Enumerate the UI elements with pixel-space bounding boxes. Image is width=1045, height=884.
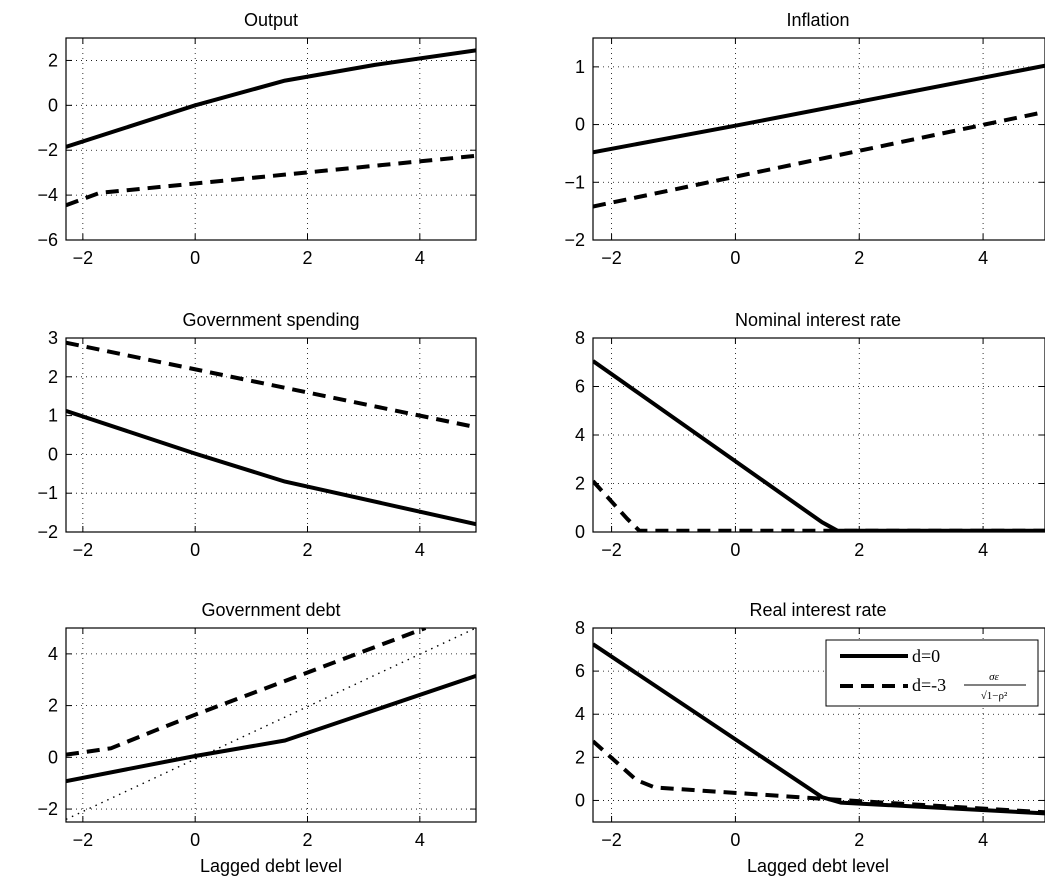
series-dashed-line	[66, 153, 476, 208]
series-solid-line	[66, 409, 476, 527]
series-group	[593, 642, 1045, 816]
x-tick-label: 2	[854, 248, 864, 268]
subplot-title: Inflation	[786, 10, 849, 30]
x-tick-label: 0	[190, 830, 200, 850]
x-tick-label: 2	[302, 248, 312, 268]
y-tick-label: 1	[48, 406, 58, 426]
y-tick-label: −4	[37, 185, 58, 205]
y-tick-label: 0	[575, 790, 585, 810]
series-dotted-line	[66, 628, 476, 821]
x-tick-label: 0	[730, 540, 740, 560]
x-tick-label: 4	[978, 830, 988, 850]
y-tick-label: 6	[575, 661, 585, 681]
subplot-title: Government spending	[182, 310, 359, 330]
subplot-title: Real interest rate	[749, 600, 886, 620]
y-tick-label: 0	[48, 747, 58, 767]
y-tick-label: 0	[575, 115, 585, 135]
x-tick-label: −2	[601, 248, 622, 268]
series-solid-line	[66, 674, 476, 784]
axes-box	[65, 337, 477, 533]
series-solid-line	[66, 48, 476, 149]
y-tick-label: 8	[575, 618, 585, 638]
y-tick-label: 4	[575, 704, 585, 724]
axes-box	[65, 37, 477, 241]
y-tick-label: 0	[575, 522, 585, 542]
x-tick-label: −2	[73, 830, 94, 850]
subplot-3: −2 0 2 4 −2 −1 0 1 2 3 Government spending	[37, 310, 477, 560]
y-tick-label: −2	[37, 522, 58, 542]
legend-solid-label: d=0	[912, 646, 940, 666]
subplot-title: Government debt	[201, 600, 340, 620]
x-tick-label: 2	[854, 830, 864, 850]
y-tick-label: 0	[48, 95, 58, 115]
y-tick-label: 6	[575, 377, 585, 397]
y-tick-label: 3	[48, 328, 58, 348]
series-dashed-line	[593, 479, 1045, 532]
y-tick-label: 2	[575, 747, 585, 767]
series-dashed-line	[66, 628, 427, 757]
series-group	[593, 63, 1045, 209]
subplot-1: −2 0 2 4 −6 −4 −2 0 2 Output	[37, 10, 477, 268]
y-tick-label: −1	[564, 172, 585, 192]
series-dashed-line	[66, 340, 476, 430]
y-tick-label: 8	[575, 328, 585, 348]
y-tick-label: 2	[48, 50, 58, 70]
axes-box	[592, 627, 1045, 823]
series-group	[66, 340, 476, 527]
x-axis-label: Lagged debt level	[200, 856, 342, 876]
x-tick-label: 2	[854, 540, 864, 560]
x-tick-label: 0	[190, 540, 200, 560]
x-tick-label: 2	[302, 830, 312, 850]
series-group	[66, 628, 476, 821]
axes-box	[592, 37, 1045, 241]
series-group	[66, 48, 476, 208]
y-tick-label: 2	[48, 367, 58, 387]
axes-box	[65, 627, 477, 823]
x-tick-label: −2	[601, 830, 622, 850]
y-tick-label: 2	[48, 696, 58, 716]
x-tick-label: −2	[73, 540, 94, 560]
series-dashed-line	[593, 109, 1045, 209]
series-dashed-line	[593, 739, 1045, 815]
y-tick-label: 4	[48, 644, 58, 664]
series-group	[593, 359, 1045, 532]
y-tick-label: −2	[37, 799, 58, 819]
x-tick-label: 4	[415, 540, 425, 560]
x-tick-label: −2	[601, 540, 622, 560]
subplot-title: Output	[244, 10, 298, 30]
y-tick-label: −6	[37, 230, 58, 250]
subplot-title: Nominal interest rate	[735, 310, 901, 330]
subplot-5: −2 0 2 4 −2 0 2 4 Government debt Lagged debt lev…	[37, 600, 477, 876]
x-tick-label: −2	[73, 248, 94, 268]
x-tick-label: 0	[730, 248, 740, 268]
y-tick-label: −2	[564, 230, 585, 250]
x-tick-label: 2	[302, 540, 312, 560]
legend-fraction-denominator: √1−ρ²	[981, 690, 1008, 702]
y-tick-label: 4	[575, 425, 585, 445]
y-tick-label: 1	[575, 57, 585, 77]
x-axis-label: Lagged debt level	[747, 856, 889, 876]
subplot-4: −2 0 2 4 0 2 4 6 8 Nominal interest rate	[575, 310, 1045, 560]
x-tick-label: 4	[978, 248, 988, 268]
y-tick-label: −1	[37, 483, 58, 503]
legend-dashed-prefix: d=-3	[912, 675, 946, 695]
series-solid-line	[593, 63, 1045, 155]
x-tick-label: 4	[978, 540, 988, 560]
subplot-6: −2 0 2 4 0 2 4 6 8 Real interest rate Lagged debt …	[575, 600, 1045, 876]
legend-fraction-numerator: σε	[989, 671, 999, 683]
y-tick-label: −2	[37, 140, 58, 160]
x-tick-label: 4	[415, 830, 425, 850]
x-tick-label: 4	[415, 248, 425, 268]
y-tick-label: 0	[48, 444, 58, 464]
x-tick-label: 0	[730, 830, 740, 850]
legend-box	[825, 639, 1039, 707]
x-tick-label: 0	[190, 248, 200, 268]
y-tick-label: 2	[575, 474, 585, 494]
legend: d=0 d=-3 σε √1−ρ²	[825, 639, 1039, 707]
subplot-2: −2 0 2 4 −2 −1 0 1 Inflation	[564, 10, 1045, 268]
